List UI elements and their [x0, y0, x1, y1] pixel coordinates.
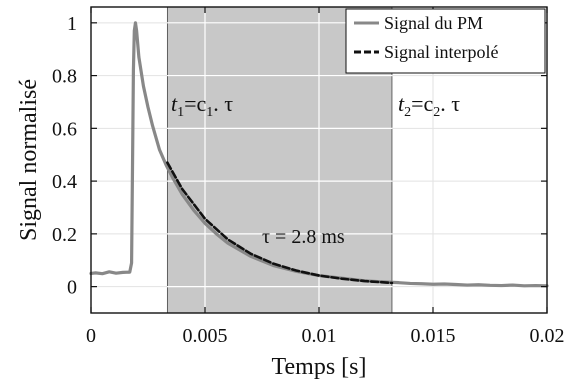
legend: Signal du PM Signal interpolé [345, 8, 546, 74]
series-group [89, 21, 549, 288]
y-tick-label-3: 0.6 [52, 118, 77, 140]
annotation-t2: t2=c2. τ [398, 91, 460, 120]
y-tick-label-4: 0.8 [52, 66, 77, 88]
series-line-0 [89, 21, 549, 288]
x-tick-label-0: 0 [86, 325, 96, 347]
x-axis-label: Temps [s] [272, 354, 367, 380]
annotation-t1: t1=c1. τ [171, 91, 233, 120]
x-tick-label-4: 0.02 [530, 325, 565, 347]
legend-box [345, 8, 546, 74]
annotation-tau: τ = 2.8 ms [262, 226, 345, 248]
series-line-1 [166, 161, 394, 285]
x-tick-label-1: 0.005 [183, 325, 228, 347]
y-tick-label-1: 0.2 [52, 224, 77, 246]
x-tick-label-3: 0.015 [411, 325, 456, 347]
y-tick-label-0: 0 [67, 277, 77, 299]
legend-label-interp: Signal interpolé [384, 42, 498, 62]
y-tick-label-5: 1 [67, 13, 77, 35]
ticks: 0 0.005 0.01 0.015 0.02 0 0.2 0.4 0.6 0.8 1 [52, 7, 565, 347]
grid [90, 7, 548, 313]
y-tick-label-2: 0.4 [52, 171, 77, 193]
legend-label-pm: Signal du PM [384, 13, 483, 33]
y-axis-label: Signal normalisé [16, 79, 42, 241]
x-tick-label-2: 0.01 [302, 325, 337, 347]
